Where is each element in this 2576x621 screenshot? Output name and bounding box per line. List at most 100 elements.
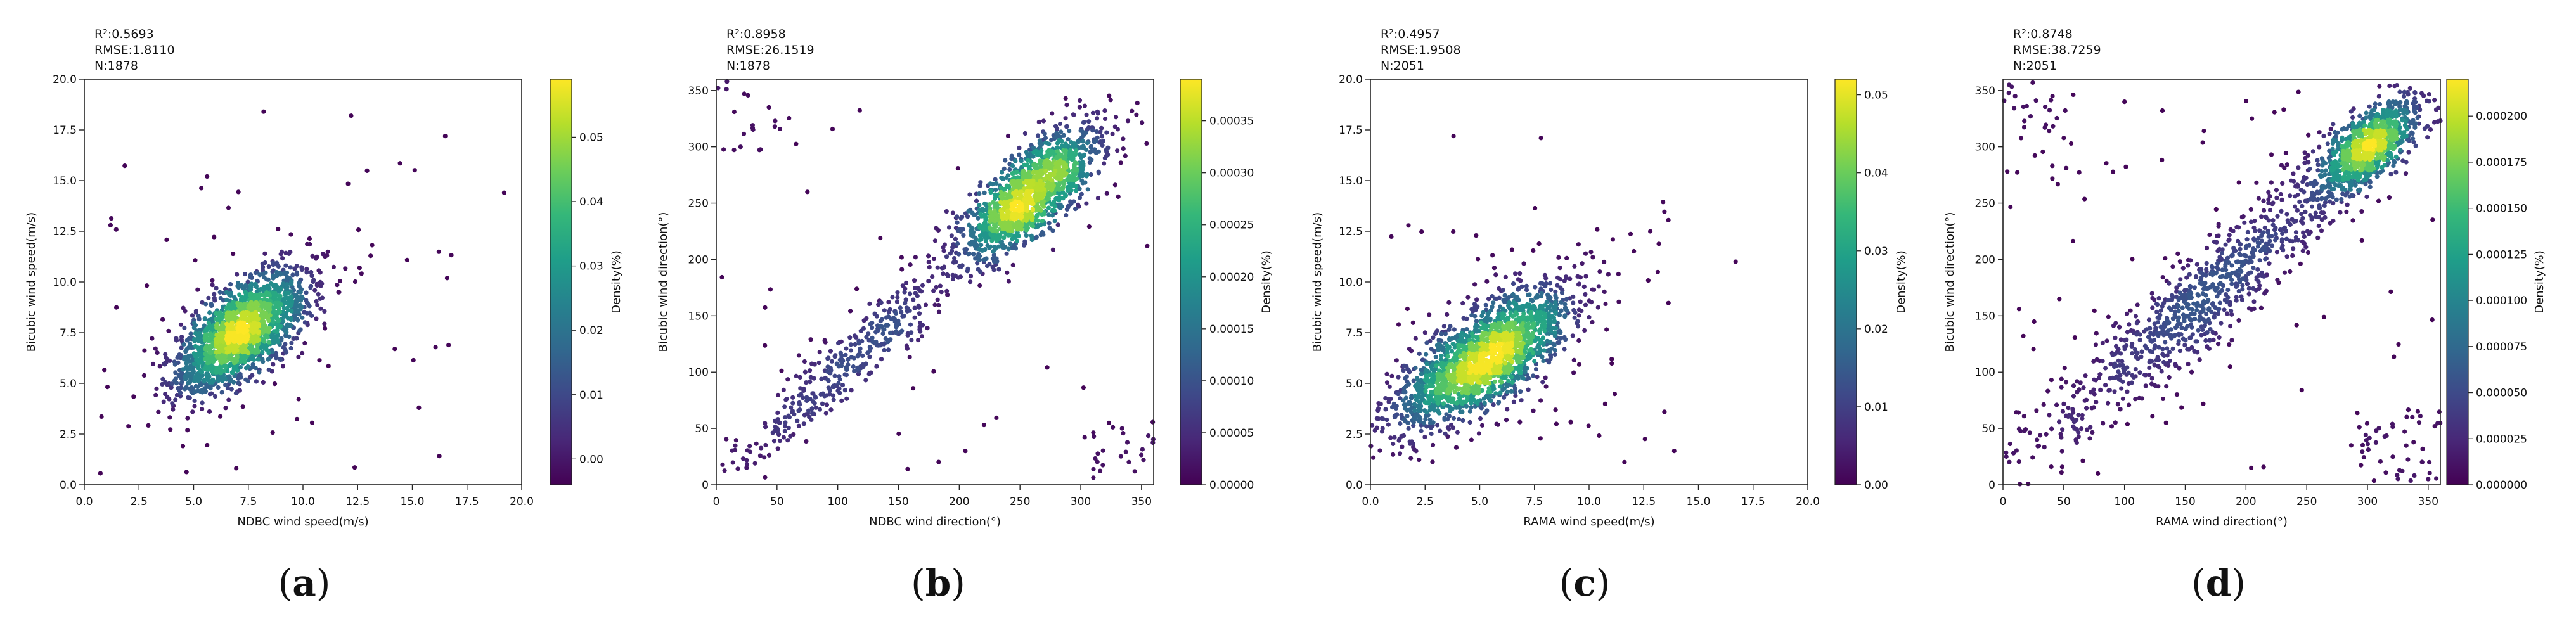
data-point	[1057, 138, 1062, 143]
data-point	[963, 246, 969, 252]
data-point	[298, 327, 303, 332]
data-point	[771, 439, 777, 444]
data-point	[825, 356, 830, 361]
data-point	[270, 430, 275, 435]
data-point	[442, 134, 448, 139]
data-point	[1126, 459, 1131, 464]
data-point	[1022, 170, 1027, 175]
data-point	[308, 285, 313, 290]
data-point	[1098, 468, 1103, 473]
data-point	[1557, 277, 1563, 282]
data-point	[797, 393, 802, 398]
data-point	[281, 314, 287, 319]
data-point	[982, 190, 987, 195]
data-point	[1471, 334, 1476, 339]
data-point	[1472, 304, 1478, 309]
data-point	[1518, 366, 1523, 371]
data-point	[1115, 148, 1120, 153]
data-point	[274, 329, 280, 335]
data-point	[990, 256, 995, 261]
data-point	[1017, 201, 1022, 206]
data-point	[1583, 302, 1588, 307]
data-point	[99, 414, 104, 419]
data-point	[1528, 306, 1533, 311]
data-point	[937, 283, 943, 288]
data-point	[1518, 389, 1523, 394]
data-point	[185, 416, 190, 421]
data-point	[261, 329, 266, 334]
data-point	[1405, 306, 1410, 312]
data-point	[1026, 158, 1031, 163]
data-point	[1474, 233, 1479, 238]
data-point	[899, 328, 905, 333]
data-point	[1119, 426, 1124, 431]
data-point	[1074, 188, 1079, 193]
data-point	[1049, 192, 1054, 197]
data-point	[412, 168, 417, 173]
data-point	[1095, 459, 1100, 464]
data-point	[1081, 385, 1086, 390]
y-tick-label: 0	[702, 479, 709, 492]
data-point	[989, 214, 995, 219]
data-point	[1394, 358, 1399, 363]
data-point	[293, 304, 298, 309]
data-point	[1421, 421, 1426, 426]
data-point	[1007, 167, 1012, 172]
data-point	[1456, 416, 1462, 422]
data-point	[1055, 149, 1060, 154]
y-tick-label: 150	[688, 310, 709, 323]
data-point	[857, 108, 862, 113]
caption-close-paren: )	[951, 561, 965, 605]
data-point	[895, 290, 900, 295]
data-point	[1484, 408, 1490, 413]
data-point	[1041, 212, 1046, 217]
data-point	[305, 241, 310, 246]
data-point	[187, 380, 193, 385]
data-point	[203, 338, 208, 343]
data-point	[1519, 398, 1524, 403]
data-point	[174, 381, 179, 386]
data-point	[192, 398, 197, 404]
data-point	[1036, 152, 1041, 157]
data-point	[1490, 294, 1495, 299]
data-point	[274, 293, 279, 298]
data-point	[232, 339, 237, 344]
data-point	[196, 317, 202, 322]
data-point	[261, 265, 266, 270]
data-point	[813, 395, 818, 400]
data-point	[926, 279, 931, 284]
data-point	[1533, 295, 1538, 300]
data-point	[1733, 259, 1738, 264]
data-point	[747, 444, 752, 449]
data-point	[1371, 455, 1376, 460]
data-point	[1441, 324, 1446, 329]
data-point	[1425, 369, 1430, 374]
data-point	[228, 291, 234, 296]
data-point	[912, 305, 917, 310]
data-point	[223, 406, 228, 411]
data-point	[253, 281, 258, 286]
data-point	[894, 329, 899, 334]
data-point	[368, 253, 373, 259]
data-point	[1107, 93, 1112, 98]
data-point	[219, 390, 224, 395]
data-point	[1384, 371, 1389, 376]
data-point	[1405, 413, 1410, 419]
data-point	[261, 109, 266, 114]
data-point	[325, 249, 330, 254]
data-point	[898, 305, 903, 310]
data-point	[289, 309, 294, 314]
data-point	[206, 378, 211, 383]
data-point	[1609, 361, 1614, 366]
data-point	[184, 361, 189, 366]
data-point	[1417, 351, 1422, 357]
data-point	[1391, 452, 1396, 457]
data-point	[1513, 294, 1518, 299]
data-point	[1092, 433, 1097, 439]
data-point	[191, 351, 196, 356]
data-point	[336, 290, 341, 295]
data-point	[235, 355, 240, 360]
data-point	[1141, 458, 1146, 463]
data-point	[978, 212, 983, 217]
data-point	[1464, 398, 1470, 403]
